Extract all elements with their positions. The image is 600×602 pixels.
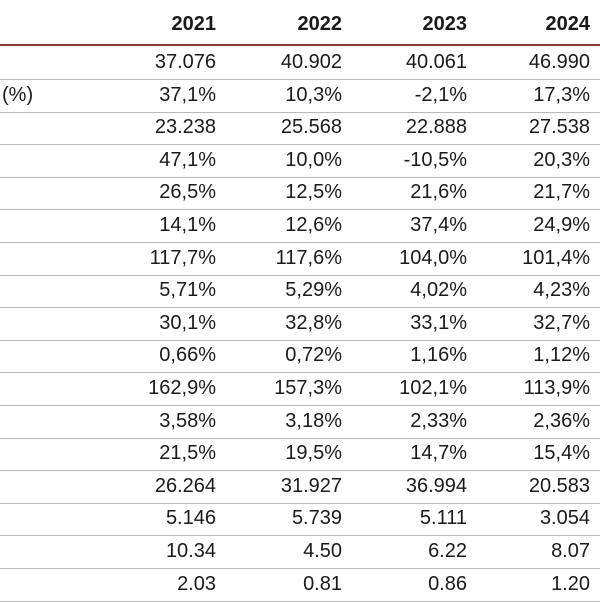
table-cell: 1.20 — [551, 572, 590, 595]
year-header-2023: 2023 — [422, 13, 468, 35]
table-row: 5.146 5.739 5.111 3.054 — [0, 502, 600, 537]
table-cell: 3,18% — [285, 409, 342, 432]
table-cell: 37,1% — [159, 83, 216, 106]
table-cell: 14,1% — [159, 214, 216, 236]
table-cell: 101,4% — [522, 246, 590, 269]
table-cell: 117,7% — [149, 246, 216, 269]
table-cell: 40.061 — [405, 51, 467, 73]
table-row: 3,58% 3,18% 2,33% 2,36% — [0, 405, 600, 439]
table-cell: 104,0% — [399, 246, 467, 269]
table-cell: 2.03 — [177, 572, 216, 595]
table-cell: 0.86 — [428, 572, 467, 595]
table-row: 23.238 25.568 22.888 27.538 — [0, 111, 600, 146]
table-cell: 5.146 — [165, 507, 216, 530]
table-row: 30,1% 32,8% 33,1% 32,7% — [0, 307, 600, 341]
table-cell: 21,6% — [410, 181, 467, 204]
table-row: 26,5% 12,5% 21,6% 21,7% — [0, 176, 600, 211]
table-cell: 46.990 — [528, 51, 590, 73]
table-header: 2021 2022 2023 2024 — [0, 0, 600, 46]
table-cell: 32,7% — [533, 311, 590, 334]
table-cell: 2,36% — [533, 409, 590, 432]
table-cell: 1,16% — [410, 344, 467, 367]
table-cell: 2,33% — [410, 409, 467, 432]
table-row: 117,7% 117,6% 104,0% 101,4% — [0, 242, 600, 276]
table-cell: 3.054 — [539, 507, 590, 530]
table-cell: 157,3% — [274, 377, 342, 399]
table-cell: 5.111 — [419, 507, 467, 530]
table-cell: 33,1% — [410, 311, 467, 334]
table-cell: 1,12% — [533, 344, 590, 367]
table-cell: 23.238 — [154, 116, 216, 139]
table-cell: 21,5% — [159, 442, 216, 465]
table-row: 37.076 40.902 40.061 46.990 — [0, 46, 600, 80]
table-cell: 17,3% — [533, 83, 590, 106]
table-cell: 3,58% — [159, 409, 216, 432]
table-cell: 20,3% — [533, 148, 590, 171]
table-cell: 102,1% — [399, 377, 467, 399]
table-cell: 20.583 — [528, 474, 590, 497]
year-header-2024: 2024 — [545, 13, 591, 35]
table-cell: 117,6% — [275, 246, 342, 269]
table-cell: 21,7% — [533, 181, 590, 204]
table-row: 14,1% 12,6% 37,4% 24,9% — [0, 209, 600, 243]
table-cell: 15,4% — [533, 442, 590, 465]
table-cell: 113,9% — [523, 377, 590, 399]
table-cell: 5,29% — [285, 279, 342, 302]
table-cell: 36.994 — [405, 474, 467, 497]
table-cell: 8.07 — [551, 540, 590, 562]
table-cell: 37,4% — [410, 214, 467, 236]
table-cell: 4,02% — [410, 279, 467, 302]
table-cell: 12,6% — [285, 214, 342, 236]
table-cell: 40.902 — [280, 51, 342, 73]
table-row: 47,1% 10,0% -10,5% 20,3% — [0, 144, 600, 178]
table-cell: 27.538 — [528, 116, 590, 139]
table-cell: 22.888 — [405, 116, 467, 139]
year-header-2022: 2022 — [297, 13, 343, 35]
table-cell: 19,5% — [285, 442, 342, 465]
table-cell: 37.076 — [154, 51, 216, 73]
table-cell: 26,5% — [159, 181, 216, 204]
table-cell: 0,66% — [159, 344, 216, 367]
table-cell: -2,1% — [414, 83, 467, 106]
table-row: 26.264 31.927 36.994 20.583 — [0, 470, 600, 504]
table-cell: 47,1% — [159, 148, 216, 171]
row-label: (%) — [2, 83, 34, 106]
table-cell: 25.568 — [280, 116, 342, 139]
table-row: 2.03 0.81 0.86 1.20 — [0, 568, 600, 602]
table-cell: 4,23% — [533, 279, 590, 302]
table-cell: -10,5% — [403, 148, 467, 171]
table-row: (%) 37,1% 10,3% -2,1% 17,3% — [0, 79, 600, 113]
table-cell: 10.34 — [165, 540, 216, 562]
table-cell: 4.50 — [303, 540, 342, 562]
table-row: 5,71% 5,29% 4,02% 4,23% — [0, 274, 600, 309]
year-header-2021: 2021 — [171, 13, 217, 35]
table-row: 0,66% 0,72% 1,16% 1,12% — [0, 339, 600, 374]
table-row: 162,9% 157,3% 102,1% 113,9% — [0, 372, 600, 406]
table-cell: 5.739 — [291, 507, 342, 530]
table-cell: 26.264 — [154, 474, 216, 497]
table-cell: 24,9% — [533, 214, 590, 236]
table-cell: 162,9% — [148, 377, 216, 399]
table-cell: 10,3% — [285, 83, 342, 106]
table-cell: 30,1% — [159, 311, 216, 334]
table-row: 10.34 4.50 6.22 8.07 — [0, 535, 600, 569]
table-cell: 0.81 — [303, 572, 342, 595]
table-cell: 12,5% — [285, 181, 342, 204]
table-cell: 14,7% — [410, 442, 467, 465]
table-cell: 31.927 — [280, 474, 342, 497]
table-cell: 10,0% — [285, 148, 342, 171]
table-cell: 5,71% — [159, 279, 216, 302]
table-cell: 6.22 — [428, 540, 467, 562]
table-cell: 32,8% — [285, 311, 342, 334]
table-row: 21,5% 19,5% 14,7% 15,4% — [0, 437, 600, 472]
table-cell: 0,72% — [285, 344, 342, 367]
